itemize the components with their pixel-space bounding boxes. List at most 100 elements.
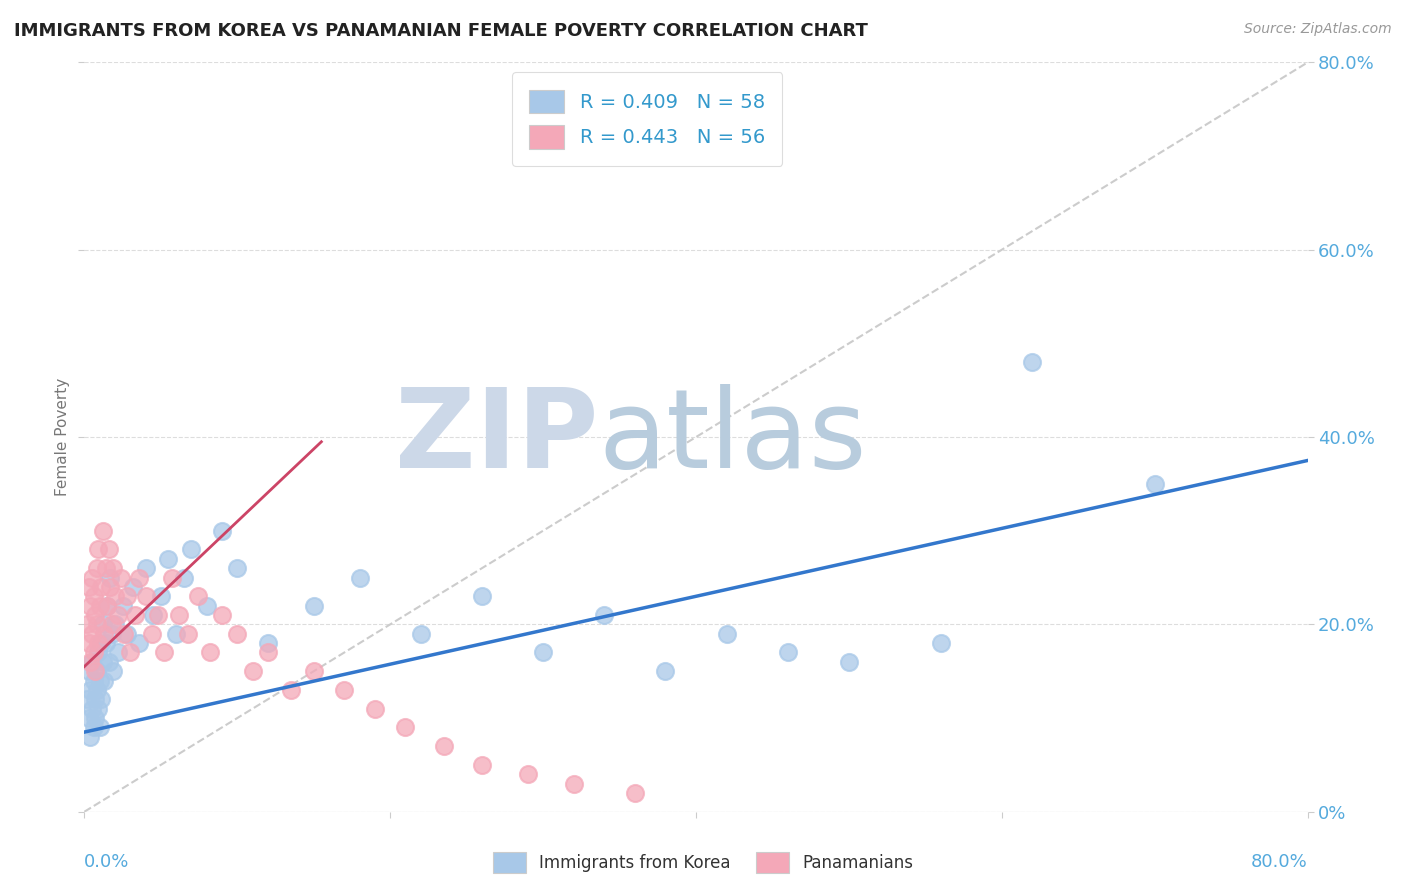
Point (91, 524, 114, 538)
Point (838, 655, 860, 669)
Point (83, 673, 105, 688)
Point (83, 590, 105, 604)
Point (115, 590, 138, 604)
Point (87, 646, 110, 660)
Point (84, 711, 107, 725)
Point (79, 599, 101, 613)
Point (198, 646, 221, 660)
Point (104, 617, 127, 632)
Point (91, 655, 114, 669)
Point (107, 608, 129, 623)
Point (302, 664, 325, 679)
Point (471, 590, 494, 604)
Text: 80.0%: 80.0% (1251, 853, 1308, 871)
Point (211, 608, 233, 623)
Point (226, 561, 249, 575)
Point (97, 655, 120, 669)
Point (87, 701, 110, 715)
Text: IMMIGRANTS FROM KOREA VS PANAMANIAN FEMALE POVERTY CORRELATION CHART: IMMIGRANTS FROM KOREA VS PANAMANIAN FEMA… (14, 22, 868, 40)
Point (91, 617, 114, 632)
Point (101, 617, 124, 632)
Point (242, 664, 264, 679)
Point (112, 626, 135, 640)
Point (135, 561, 157, 575)
Point (349, 571, 371, 585)
Point (110, 571, 132, 585)
Point (80, 626, 103, 640)
Point (433, 739, 456, 753)
Point (128, 636, 150, 650)
Point (77, 664, 100, 679)
Point (280, 683, 302, 698)
Point (80, 571, 103, 585)
Y-axis label: Female Poverty: Female Poverty (55, 378, 70, 496)
Point (79, 730, 101, 744)
Point (115, 626, 138, 640)
Point (516, 767, 538, 781)
Point (84, 664, 107, 679)
Point (111, 599, 134, 613)
Point (93, 626, 115, 640)
Point (173, 571, 195, 585)
Point (89, 721, 111, 735)
Point (93, 673, 115, 688)
Point (157, 551, 180, 566)
Text: atlas: atlas (598, 384, 866, 491)
Point (96, 599, 118, 613)
Point (86, 683, 108, 698)
Point (135, 590, 157, 604)
Point (89, 673, 111, 688)
Point (531, 646, 554, 660)
Point (167, 608, 190, 623)
Point (141, 626, 163, 640)
Point (177, 626, 200, 640)
Point (84, 608, 107, 623)
Point (471, 758, 494, 772)
Point (120, 646, 142, 660)
Point (80, 655, 103, 669)
Point (122, 580, 145, 594)
Point (624, 786, 647, 800)
Point (195, 599, 218, 613)
Point (654, 664, 676, 679)
Point (146, 608, 169, 623)
Point (86, 561, 108, 575)
Point (103, 561, 125, 575)
Text: ZIP: ZIP (395, 384, 598, 491)
Point (107, 646, 129, 660)
Point (79, 655, 101, 669)
Point (101, 626, 124, 640)
Point (364, 701, 387, 715)
Point (87, 636, 110, 650)
Point (128, 571, 150, 585)
Point (90, 636, 112, 650)
Point (1143, 476, 1166, 491)
Point (593, 608, 616, 623)
Point (103, 664, 125, 679)
Point (89, 599, 111, 613)
Point (97, 542, 120, 557)
Point (90, 692, 112, 706)
Point (76, 692, 98, 706)
Point (90, 580, 112, 594)
Legend: Immigrants from Korea, Panamanians: Immigrants from Korea, Panamanians (486, 846, 920, 880)
Point (76, 617, 98, 632)
Text: Source: ZipAtlas.com: Source: ZipAtlas.com (1244, 22, 1392, 37)
Point (77, 636, 100, 650)
Legend: R = 0.409   N = 58, R = 0.443   N = 56: R = 0.409 N = 58, R = 0.443 N = 56 (512, 72, 783, 166)
Point (83, 721, 105, 735)
Point (104, 590, 127, 604)
Point (394, 721, 416, 735)
Point (149, 590, 172, 604)
Point (77, 711, 100, 725)
Point (165, 626, 187, 640)
Point (409, 626, 432, 640)
Point (94, 636, 117, 650)
Point (160, 571, 183, 585)
Point (562, 776, 585, 791)
Point (716, 626, 738, 640)
Point (776, 646, 799, 660)
Point (142, 608, 165, 623)
Point (302, 599, 325, 613)
Point (1021, 355, 1043, 369)
